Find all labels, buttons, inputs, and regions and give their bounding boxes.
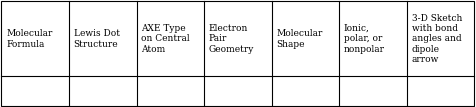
Text: AXE Type
on Central
Atom: AXE Type on Central Atom	[141, 24, 189, 54]
Text: Electron
Pair
Geometry: Electron Pair Geometry	[208, 24, 254, 54]
Text: Molecular
Formula: Molecular Formula	[6, 29, 52, 49]
Text: 3-D Sketch
with bond
angles and
dipole
arrow: 3-D Sketch with bond angles and dipole a…	[411, 14, 461, 64]
Text: Lewis Dot
Structure: Lewis Dot Structure	[73, 29, 119, 49]
Text: Ionic,
polar, or
nonpolar: Ionic, polar, or nonpolar	[343, 24, 384, 54]
Text: Molecular
Shape: Molecular Shape	[276, 29, 322, 49]
